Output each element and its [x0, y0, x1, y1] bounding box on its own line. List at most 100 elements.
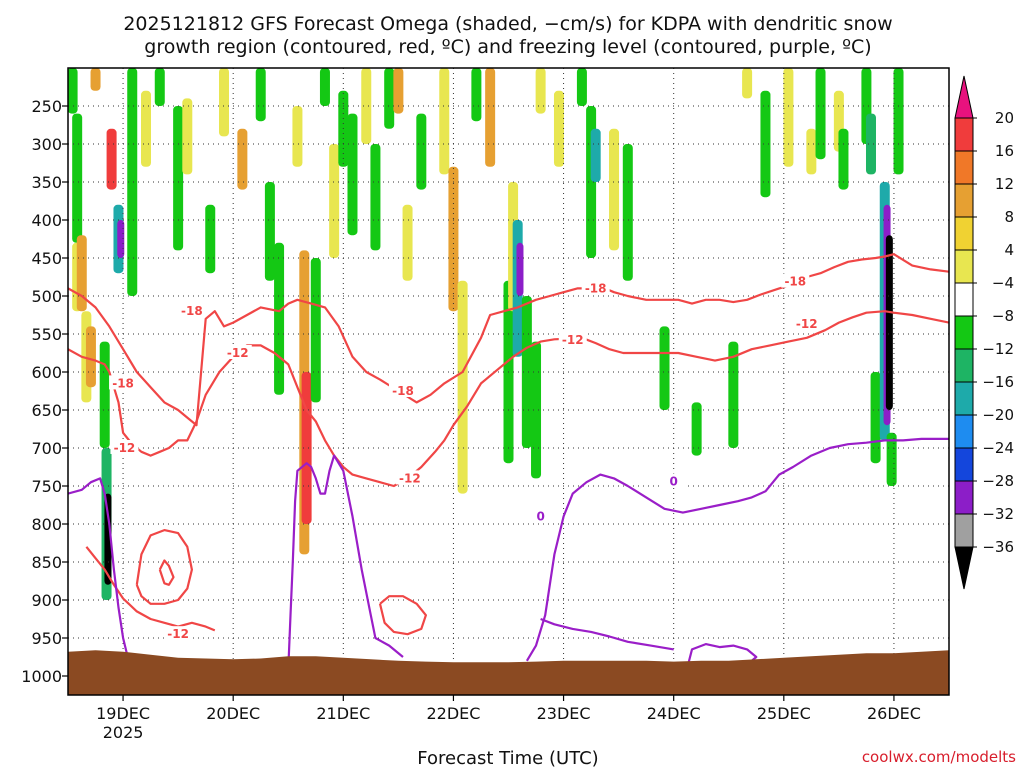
y-tick-label: 450	[31, 249, 62, 268]
omega-cell-yellow	[141, 90, 152, 167]
contour-label-bg	[659, 473, 688, 488]
omega-cell-green	[531, 341, 542, 479]
plot-frame	[67, 67, 950, 696]
omega-cell-yellow	[402, 204, 413, 281]
y-tick-label: 250	[31, 97, 62, 116]
x-axis-label: Forecast Time (UTC)	[417, 748, 598, 768]
colorbar-tick-label: 16	[995, 142, 1014, 160]
colorbar-box	[954, 117, 974, 152]
colorbar-tick-label: −32	[982, 505, 1014, 523]
omega-cell-yellow	[609, 128, 620, 251]
freezing-contour-0	[68, 477, 129, 658]
contour-label: -18	[181, 304, 203, 318]
omega-cell-orange	[90, 68, 101, 91]
omega-cell-yellow	[182, 98, 193, 175]
y-tick-label: 700	[31, 439, 62, 458]
omega-cell-yellow	[535, 68, 546, 114]
omega-cell-orange	[237, 128, 248, 190]
y-tick-label: 750	[31, 477, 62, 496]
omega-cell-yellow	[783, 68, 794, 167]
colorbar-box	[954, 249, 974, 284]
colorbar-tick-label: 4	[1004, 241, 1014, 259]
x-tick-label: 26DEC	[867, 704, 921, 723]
contour-label-bg	[177, 303, 206, 318]
colorbar-tick-label: −20	[982, 406, 1014, 424]
colorbar-box	[954, 216, 974, 251]
omega-cell-purple	[117, 220, 125, 258]
omega-cell-green	[264, 182, 275, 281]
colorbar-tick-label: 20	[995, 109, 1014, 127]
y-tick-label: 300	[31, 135, 62, 154]
omega-cell-orange	[485, 68, 496, 167]
colorbar-tick-label: 12	[995, 175, 1014, 193]
omega-cell-cyan	[590, 128, 601, 182]
contour-label: -12	[562, 333, 584, 347]
omega-cell-green	[576, 68, 587, 106]
omega-cell-green	[893, 68, 904, 175]
contour-label-bg	[792, 316, 821, 331]
freezing-contour-2	[525, 437, 949, 662]
omega-cell-green	[68, 68, 78, 114]
x-axis: 19DEC 20DEC 21DEC 22DEC 23DEC 24DEC 25DEC 26DEC…	[96, 695, 921, 742]
omega-cell-yellow	[292, 106, 303, 167]
omega-cell-green	[370, 144, 381, 251]
contour-label: -12	[167, 627, 189, 641]
omega-cell-green	[815, 68, 826, 160]
contour-label: -12	[399, 471, 421, 485]
dendritic-contour-3	[135, 529, 193, 605]
omega-cell-teal	[865, 113, 876, 175]
omega-cell-green	[471, 68, 482, 122]
colorbar-tick-label: −8	[992, 307, 1014, 325]
omega-cell-yellow	[806, 128, 817, 175]
colorbar-tick-label: −28	[982, 472, 1014, 490]
terrain-surface	[68, 650, 949, 695]
y-tick-label: 600	[31, 363, 62, 382]
omega-cell-green	[319, 68, 330, 106]
omega-cell-black	[885, 235, 893, 410]
colorbar-top-arrow	[954, 75, 974, 119]
omega-cell-red	[301, 372, 312, 524]
colorbar-tick-label: −4	[992, 274, 1014, 292]
contour-label-bg	[581, 280, 610, 295]
omega-cell-yellow	[361, 68, 372, 144]
contour-label: 0	[670, 474, 678, 488]
colorbar-bottom-arrow	[954, 546, 974, 590]
omega-cell-green	[838, 128, 849, 190]
x-tick-label: 20DEC	[206, 704, 260, 723]
colorbar-box	[954, 150, 974, 185]
colorbar-box	[954, 447, 974, 482]
contour-label-bg	[110, 440, 139, 454]
contour-label-bg	[109, 375, 138, 390]
y-tick-label: 950	[31, 629, 62, 648]
omega-cell-green	[255, 68, 266, 122]
contour-label-bg	[223, 345, 252, 359]
omega-cell-red	[106, 128, 117, 190]
x-tick-label: 21DEC	[316, 704, 370, 723]
omega-cell-green	[870, 372, 881, 464]
omega-cell-orange	[393, 68, 404, 114]
colorbar-tick-label: −16	[982, 373, 1014, 391]
omega-cell-green	[586, 106, 597, 258]
colorbar-tick-label: −24	[982, 439, 1014, 457]
y-tick-label: 800	[31, 515, 62, 534]
contour-label: -12	[114, 441, 136, 455]
colorbar: 20 16 12 8 4 −4 −8 −12 −16 −20 −24 −28 −32 −36	[954, 75, 1014, 590]
omega-cell-green	[760, 90, 771, 198]
contour-label: -18	[112, 376, 134, 390]
contour-label-bg	[164, 626, 193, 641]
y-tick-label: 550	[31, 325, 62, 344]
source-credit: coolwx.com/modelts	[862, 748, 1016, 766]
omega-cell-green	[691, 402, 702, 456]
x-tick-label: 23DEC	[537, 704, 591, 723]
omega-cell-yellow	[439, 68, 450, 175]
omega-cell-green	[274, 242, 285, 395]
contour-label: -18	[784, 275, 806, 289]
omega-cell-green	[886, 432, 897, 486]
contour-label-bg	[388, 383, 417, 397]
y-tick-label: 850	[31, 553, 62, 572]
omega-cell-green	[659, 326, 670, 410]
dendritic-contour-4	[158, 559, 175, 586]
omega-cell-yellow	[329, 144, 340, 258]
dendritic-contour-1	[68, 310, 949, 488]
